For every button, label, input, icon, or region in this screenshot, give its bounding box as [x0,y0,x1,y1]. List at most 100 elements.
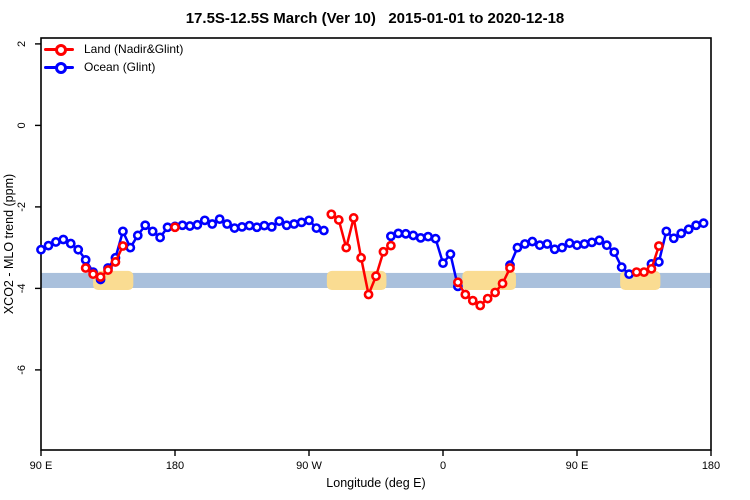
ocean-point [266,221,277,232]
x-tick-label: 180 [702,460,720,472]
ocean-point [400,228,411,239]
ocean-point [162,222,173,233]
ocean-point [579,239,590,249]
ocean-point [624,269,635,280]
ocean-point [683,224,694,235]
ocean-point [296,217,307,228]
legend: Land (Nadir&Glint) Ocean (Glint) [44,40,183,76]
ocean-point [65,238,76,249]
land-point [356,252,367,263]
land-point [646,263,657,274]
land-point [95,272,106,282]
y-tick-label: 2 [16,41,28,47]
plot-box [40,37,712,451]
ocean-point [207,219,218,229]
x-tick-label: 0 [440,460,446,472]
ocean-point [36,244,46,255]
land-point [103,265,113,275]
land-point [341,242,352,253]
x-tick-label: 90 E [566,460,589,472]
land-point [482,293,493,304]
land-point [363,289,374,300]
land-point [631,267,642,277]
ocean-point [512,242,523,253]
ocean-point [668,233,679,244]
land-circle-icon [55,44,67,56]
y-axis-label: XCO2 - MLO trend (ppm) [2,174,16,314]
ocean-point [125,242,136,253]
ocean-point [385,231,396,242]
land-point [80,263,91,273]
ocean-point [698,218,709,229]
land-point [497,278,508,289]
ocean-point [43,240,54,251]
ocean-point [140,220,151,231]
ocean-point [549,244,560,255]
legend-item-land: Land (Nadir&Glint) [44,40,183,58]
ocean-point [594,235,605,246]
ocean-point [184,221,195,231]
ocean-point [564,238,575,249]
ocean-point [304,215,314,226]
ocean-point [117,226,128,237]
ocean-point [393,228,404,239]
ocean-point [73,244,84,255]
land-series-symbol [44,43,74,56]
ocean-point [281,220,292,231]
ocean-point [519,239,530,249]
land-point [505,263,515,273]
ocean-point [445,249,456,260]
y-tick-label: -6 [16,365,28,375]
land-point [475,300,486,311]
ocean-point [557,242,568,253]
chart-title: 17.5S-12.5S March (Ver 10) 2015-01-01 to… [185,10,565,27]
ocean-point [534,240,545,251]
x-tick-label: 180 [166,460,184,472]
x-tick-label: 90 W [296,460,322,472]
land-point [378,246,389,257]
y-tick-label: 0 [16,122,28,128]
ocean-point [423,231,434,242]
ocean-point [311,223,322,233]
ocean-series-symbol [44,61,74,74]
legend-item-ocean: Ocean (Glint) [44,58,183,76]
ocean-point [415,232,426,243]
ocean-point [251,222,262,233]
ocean-point [572,240,582,251]
y-tick-label: -4 [16,284,28,294]
ocean-point [192,219,203,230]
y-tick-label: -2 [16,202,28,212]
land-point [117,241,128,251]
land-point [639,267,649,277]
land-point [653,241,664,251]
ocean-point [259,220,270,231]
land-point [110,257,121,267]
ocean-point [609,247,620,258]
ocean-point [244,220,255,231]
ocean-point [199,215,210,226]
ocean-point [676,228,687,239]
ocean-point [601,240,612,251]
land-point [88,269,99,280]
land-point [460,289,471,300]
land-point [467,295,478,306]
land-point [326,209,337,220]
ocean-point [237,221,247,232]
ocean-point [80,254,91,265]
x-axis-label: Longitude (deg E) [326,476,425,490]
land-point [170,222,180,233]
ocean-point [229,223,240,233]
ocean-point [616,262,627,273]
ocean-point [586,237,597,248]
ocean-point [147,226,158,237]
x-tick-label: 90 E [30,460,53,472]
ocean-circle-icon [55,62,67,74]
ocean-point [214,214,225,225]
legend-label-ocean: Ocean (Glint) [84,60,156,74]
land-point [371,271,381,282]
land-point [333,215,344,225]
ocean-point [318,225,329,236]
ocean-point [222,219,233,229]
